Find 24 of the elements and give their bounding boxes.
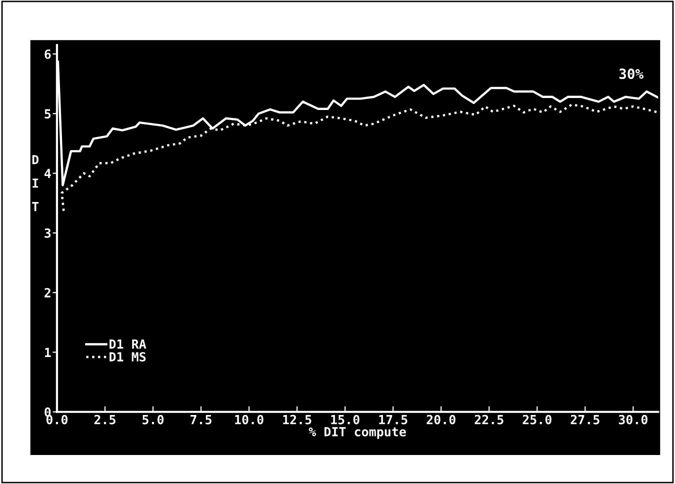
x-tick-label: 5.0 (142, 414, 164, 424)
x-tick-label: 15.0 (331, 414, 360, 424)
x-tick-label: 25.0 (522, 414, 552, 424)
x-tick-label: 17.5 (379, 415, 408, 424)
x-tick-label: 27.5 (570, 414, 600, 424)
x-tick-label: 0.0 (46, 414, 68, 424)
x-axis-title: % DIT compute (308, 427, 406, 439)
annotation: 30% (619, 68, 644, 80)
x-tick-label: 10.0 (235, 414, 264, 424)
y-tick-label: 5 (44, 109, 51, 119)
y-axis-title: DIT (32, 155, 39, 212)
x-tick-label: 12.5 (283, 414, 312, 424)
x-tick-label: 20.0 (426, 414, 456, 424)
y-tick-label: 6 (44, 49, 51, 59)
legend-label: D1 RA (110, 340, 146, 349)
x-tick-label: 7.5 (190, 415, 212, 424)
legend-label: D1 MS (110, 352, 146, 362)
y-tick-label: 4 (44, 168, 51, 178)
y-tick-label: 1 (45, 348, 51, 357)
x-tick-label: 30.0 (618, 414, 648, 424)
x-tick-label: 2.5 (94, 414, 116, 424)
x-tick-label: 22.5 (474, 414, 504, 424)
y-tick-label: 2 (44, 288, 50, 298)
y-tick-label: 3 (44, 228, 51, 238)
